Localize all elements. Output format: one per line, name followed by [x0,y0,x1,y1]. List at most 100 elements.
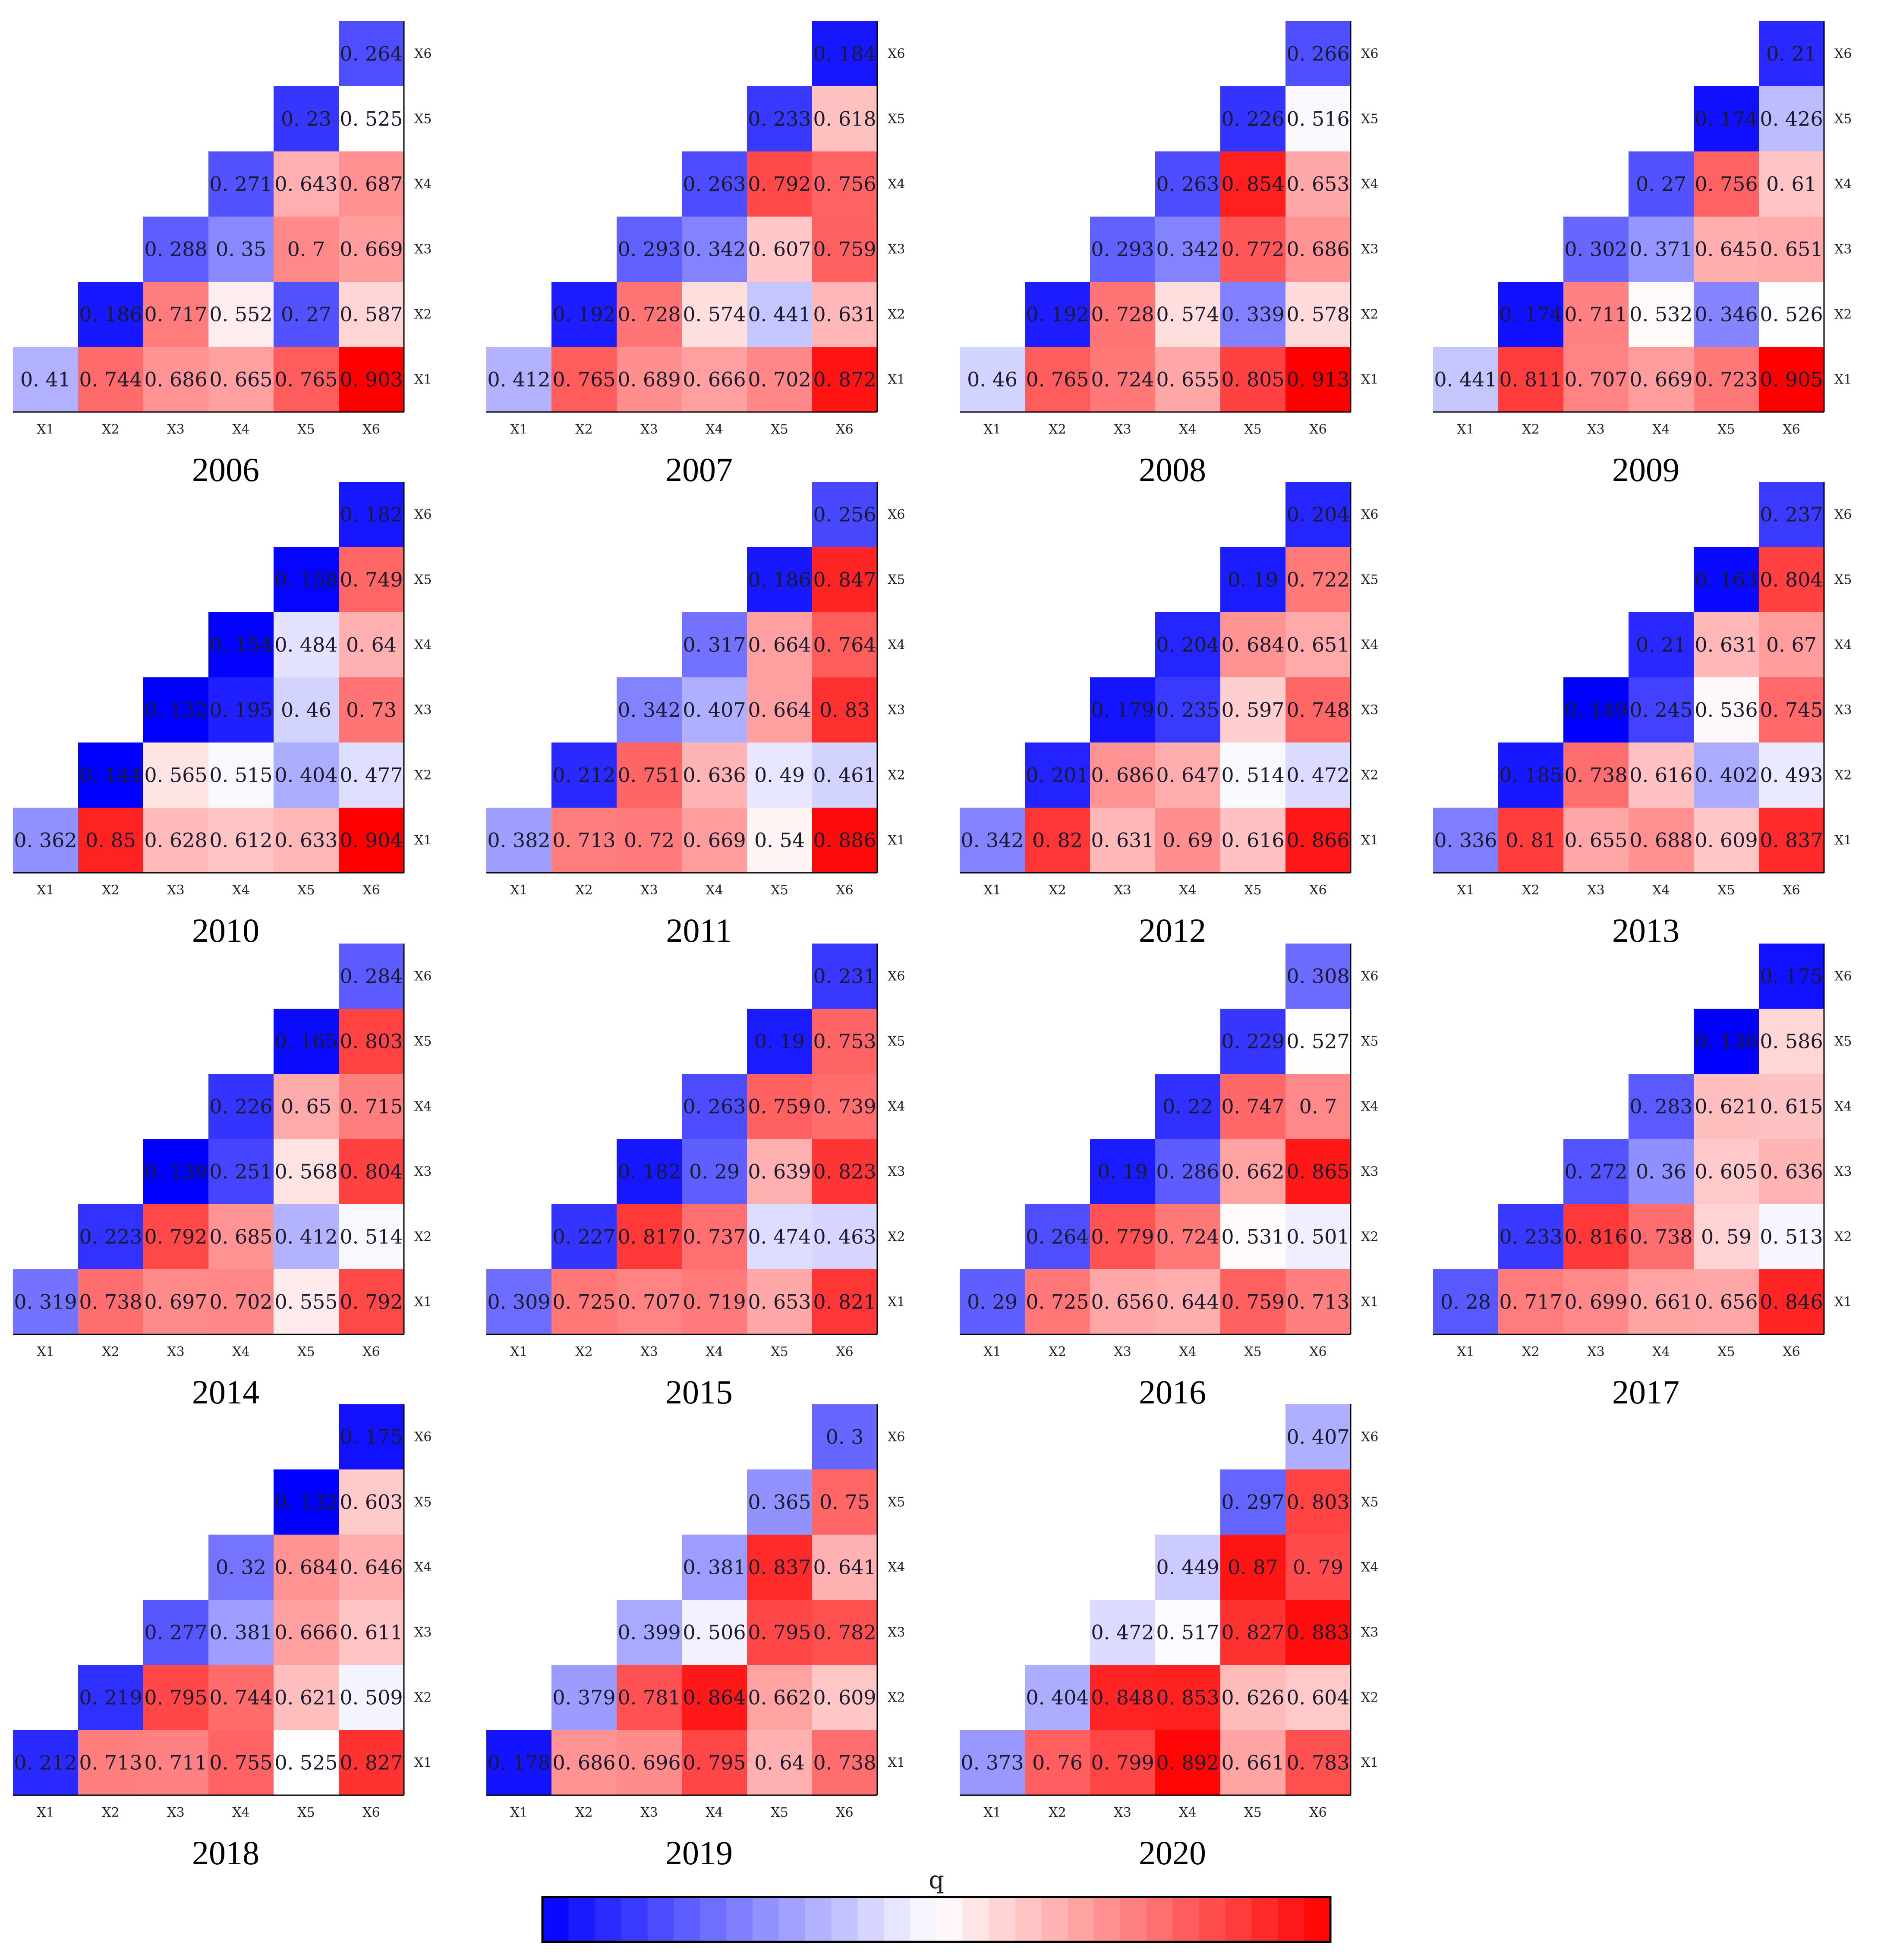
cell-2017-X5-X6 [1759,1009,1824,1074]
cell-label-2018-X4-X4: 0. 32 [216,1556,266,1579]
colorbar-segment [1041,1897,1068,1942]
y-tick-X2: X2 [414,307,432,322]
cell-label-2019-X3-X4: 0. 506 [683,1621,746,1644]
cell-2019-X4-X5 [747,1535,812,1600]
x-tick-X3: X3 [640,1805,658,1820]
cell-label-2009-X2-X3: 0. 711 [1564,303,1627,326]
cell-2020-X1-X2 [1025,1730,1090,1795]
y-tick-X5: X5 [414,1495,432,1510]
cell-label-2020-X5-X5: 0. 297 [1221,1491,1284,1514]
x-tick-X5: X5 [1717,1344,1735,1359]
cell-label-2013-X1-X4: 0. 688 [1629,829,1692,852]
cell-label-2013-X3-X3: 0. 149 [1564,698,1627,722]
cell-label-2017-X3-X5: 0. 605 [1695,1160,1758,1183]
y-tick-X4: X4 [1361,177,1378,192]
cell-label-2020-X2-X6: 0. 604 [1286,1686,1349,1709]
cell-2019-X1-X2 [551,1730,617,1795]
cell-2011-X4-X5 [747,612,812,677]
cell-2020-X3-X6 [1285,1600,1351,1665]
colorbar-segment [936,1897,963,1942]
cell-2007-X2-X5 [747,282,812,347]
cell-2012-X2-X6 [1285,742,1351,808]
cell-label-2006-X3-X5: 0. 7 [287,238,325,261]
cell-2016-X6-X6 [1285,944,1351,1009]
x-tick-X5: X5 [297,883,315,898]
cell-label-2009-X2-X2: 0. 174 [1499,303,1562,326]
cell-label-2007-X1-X3: 0. 689 [617,368,681,391]
colorbar-label: q [929,1866,944,1894]
cell-2019-X2-X4 [682,1665,747,1730]
x-tick-X6: X6 [1783,1344,1800,1359]
cell-2018-X3-X3 [143,1600,208,1665]
cell-label-2016-X3-X3: 0. 19 [1097,1160,1148,1183]
cell-2012-X2-X3 [1090,742,1155,808]
cell-label-2018-X3-X3: 0. 277 [144,1621,207,1644]
cell-2020-X4-X6 [1285,1535,1351,1600]
cell-2017-X6-X6 [1759,944,1824,1009]
cell-label-2013-X5-X5: 0. 163 [1695,568,1758,591]
cell-label-2016-X1-X3: 0. 656 [1091,1290,1154,1314]
cell-label-2008-X6-X6: 0. 266 [1286,42,1349,66]
y-tick-X4: X4 [414,638,432,653]
cell-2014-X1-X6 [339,1269,404,1334]
y-tick-X5: X5 [1361,112,1378,127]
cell-2019-X3-X3 [617,1600,682,1665]
cell-2014-X1-X3 [143,1269,208,1334]
cell-label-2017-X5-X5: 0. 136 [1695,1030,1758,1053]
cell-label-2018-X5-X5: 0. 132 [274,1491,337,1514]
cell-label-2019-X1-X5: 0. 64 [754,1751,805,1774]
x-tick-X2: X2 [1049,883,1066,898]
cell-label-2012-X5-X5: 0. 19 [1228,568,1278,591]
cell-2015-X3-X5 [747,1139,812,1204]
cell-2014-X1-X4 [208,1269,274,1334]
cell-2019-X1-X6 [812,1730,877,1795]
cell-2014-X1-X1 [13,1269,78,1334]
cell-2010-X3-X4 [208,677,274,742]
cell-2006-X3-X5 [274,217,339,282]
x-tick-X1: X1 [983,1805,1001,1820]
cell-label-2018-X3-X6: 0. 611 [340,1621,403,1644]
cell-2013-X4-X5 [1694,612,1759,677]
x-tick-X2: X2 [1522,883,1539,898]
cell-2006-X2-X3 [143,282,208,347]
colorbar-segment [1094,1897,1121,1942]
cell-label-2007-X4-X5: 0. 792 [748,173,811,196]
cell-2013-X4-X6 [1759,612,1824,677]
cell-label-2014-X1-X5: 0. 555 [274,1290,337,1314]
cell-label-2008-X1-X6: 0. 913 [1286,368,1349,391]
cell-label-2006-X3-X6: 0. 669 [340,238,403,261]
cell-label-2019-X4-X6: 0. 641 [813,1556,876,1579]
x-tick-X5: X5 [297,422,315,437]
y-tick-X6: X6 [1834,47,1852,62]
cell-label-2009-X4-X5: 0. 756 [1695,173,1758,196]
cell-2016-X4-X4 [1155,1074,1220,1139]
cell-2019-X3-X5 [747,1600,812,1665]
colorbar-segment [1304,1897,1331,1942]
cell-label-2019-X1-X6: 0. 738 [813,1751,876,1774]
x-tick-X1: X1 [983,1344,1001,1359]
cell-2012-X6-X6 [1285,482,1351,547]
cell-2018-X5-X5 [274,1469,339,1535]
cell-label-2013-X1-X3: 0. 655 [1564,829,1627,852]
cell-label-2019-X1-X3: 0. 696 [617,1751,681,1774]
x-tick-X5: X5 [1717,883,1735,898]
cell-label-2009-X6-X6: 0. 21 [1766,42,1817,66]
cell-2012-X3-X4 [1155,677,1220,742]
cell-2018-X3-X5 [274,1600,339,1665]
cell-label-2012-X4-X4: 0. 204 [1156,633,1219,657]
cell-2006-X2-X4 [208,282,274,347]
colorbar-segment [700,1897,727,1942]
cell-2013-X1-X1 [1433,808,1498,873]
cell-label-2020-X3-X5: 0. 827 [1221,1621,1284,1644]
cell-2015-X1-X1 [486,1269,551,1334]
cell-label-2006-X1-X3: 0. 686 [144,368,207,391]
panel-2011: 0. 382 0. 713 0. 72 0. 669 0. 54 0. 886 0. 212… [486,482,905,949]
cell-2014-X2-X4 [208,1204,274,1269]
cell-label-2015-X3-X6: 0. 823 [813,1160,876,1183]
cell-2019-X1-X4 [682,1730,747,1795]
cell-label-2017-X2-X2: 0. 233 [1499,1225,1562,1249]
y-tick-X2: X2 [1834,307,1852,322]
x-tick-X4: X4 [1652,1344,1670,1359]
cell-label-2017-X3-X4: 0. 36 [1636,1160,1686,1183]
